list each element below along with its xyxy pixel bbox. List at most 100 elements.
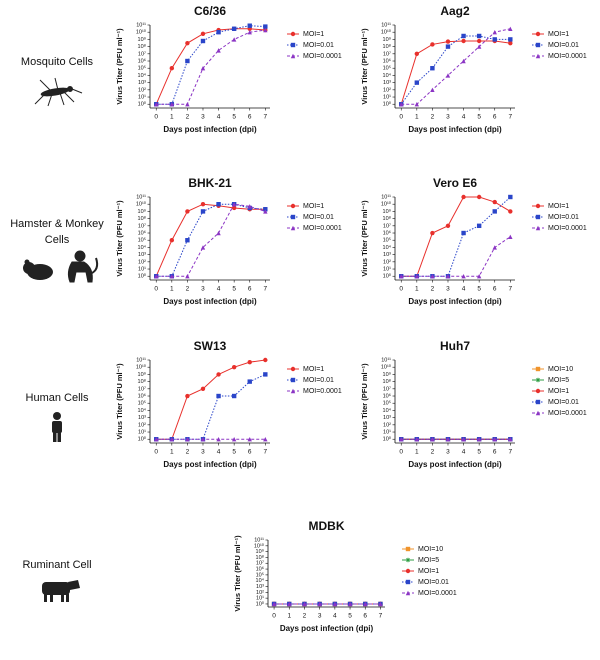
y-tick-label: 10⁵ [138, 400, 146, 407]
y-tick-label: 10⁹ [138, 36, 146, 43]
marker [476, 223, 482, 229]
marker [414, 80, 420, 85]
y-tick-label: 10³ [138, 415, 146, 421]
x-tick-label: 7 [264, 449, 268, 456]
marker [476, 194, 482, 200]
y-tick-label: 10⁷ [138, 222, 146, 229]
marker [476, 38, 482, 44]
legend-label: MOI=1 [303, 366, 324, 373]
y-tick-label: 10² [383, 259, 391, 265]
legend-marker [405, 590, 411, 596]
x-tick-label: 0 [399, 114, 403, 121]
x-tick-label: 4 [217, 286, 221, 293]
legend-label: MOI=0.0001 [548, 410, 587, 417]
marker [247, 204, 252, 209]
x-tick-label: 1 [170, 286, 174, 293]
x-tick-label: 7 [509, 114, 513, 121]
x-axis-label: Days post infection (dpi) [280, 624, 374, 633]
y-tick-label: 10⁰ [138, 273, 147, 280]
marker [430, 230, 435, 236]
marker [185, 102, 190, 107]
legend-marker [535, 214, 541, 220]
series-line [156, 359, 266, 440]
series-line [400, 40, 511, 105]
x-axis-label: Days post infection (dpi) [163, 297, 257, 306]
marker [461, 437, 466, 442]
y-tick-label: 10¹¹ [381, 194, 391, 200]
marker [200, 209, 206, 214]
y-tick-label: 10⁴ [138, 72, 147, 79]
x-tick-label: 2 [186, 286, 190, 293]
legend-label: MOI=0.0001 [548, 53, 587, 60]
marker [445, 44, 451, 49]
y-tick-label: 10³ [138, 252, 146, 258]
legend-label: MOI=0.01 [418, 579, 449, 586]
marker [185, 40, 190, 46]
marker [476, 437, 482, 442]
marker [414, 274, 420, 279]
x-tick-label: 3 [201, 286, 205, 293]
x-tick-label: 5 [232, 286, 236, 293]
marker [263, 357, 268, 363]
x-tick-label: 6 [493, 114, 497, 121]
legend-label: MOI=0.01 [303, 377, 334, 384]
legend-label: MOI=0.01 [548, 42, 579, 49]
series-line [156, 25, 266, 105]
legend-marker [290, 31, 296, 37]
x-tick-label: 3 [446, 114, 450, 121]
marker [476, 274, 482, 279]
legend-marker [290, 377, 296, 383]
y-tick-label: 10⁶ [383, 57, 391, 64]
legend-marker [535, 31, 541, 37]
marker [508, 40, 513, 46]
marker [461, 33, 466, 39]
x-tick-label: 7 [509, 449, 513, 456]
series-line [155, 28, 266, 105]
x-axis-label: Days post infection (dpi) [408, 460, 502, 469]
y-tick-label: 10¹ [138, 429, 146, 435]
legend-marker [535, 388, 541, 394]
series-line [400, 35, 511, 105]
chart-title: Huh7 [440, 339, 470, 353]
marker [271, 601, 277, 607]
y-tick-label: 10³ [256, 584, 264, 590]
y-tick-label: 10⁶ [383, 229, 391, 236]
series-line [156, 29, 266, 105]
y-tick-label: 10⁶ [138, 57, 146, 64]
marker [492, 37, 497, 42]
series-line [401, 196, 511, 277]
legend-marker [535, 366, 541, 372]
x-axis-label: Days post infection (dpi) [163, 125, 257, 134]
legend-label: MOI=0.01 [548, 214, 579, 221]
legend-label: MOI=0.0001 [303, 53, 342, 60]
marker [414, 102, 420, 107]
series-line [401, 196, 511, 277]
legend-label: MOI=0.01 [303, 42, 334, 49]
marker [216, 372, 221, 377]
y-tick-label: 10⁹ [383, 208, 391, 215]
legend-label: MOI=1 [548, 203, 569, 210]
legend-marker [405, 546, 411, 552]
y-tick-label: 10⁴ [138, 244, 147, 251]
y-tick-label: 10¹¹ [136, 22, 146, 28]
y-tick-label: 10⁷ [383, 222, 391, 229]
legend-marker [405, 568, 411, 574]
y-tick-label: 10⁴ [138, 407, 147, 414]
marker [461, 230, 466, 236]
marker [445, 223, 451, 229]
x-tick-label: 7 [379, 613, 383, 620]
y-tick-label: 10⁴ [383, 72, 392, 79]
y-tick-label: 10¹⁰ [381, 29, 392, 36]
marker [508, 26, 513, 31]
y-tick-label: 10⁰ [138, 436, 147, 443]
marker [476, 44, 482, 49]
x-tick-label: 2 [303, 613, 307, 620]
marker [263, 24, 268, 29]
y-tick-label: 10¹ [383, 94, 391, 100]
y-axis-label: Virus Titer (PFU ml⁻¹) [360, 200, 369, 277]
marker [231, 365, 237, 370]
legend-marker [290, 42, 296, 48]
marker [200, 437, 206, 442]
marker [216, 202, 221, 207]
